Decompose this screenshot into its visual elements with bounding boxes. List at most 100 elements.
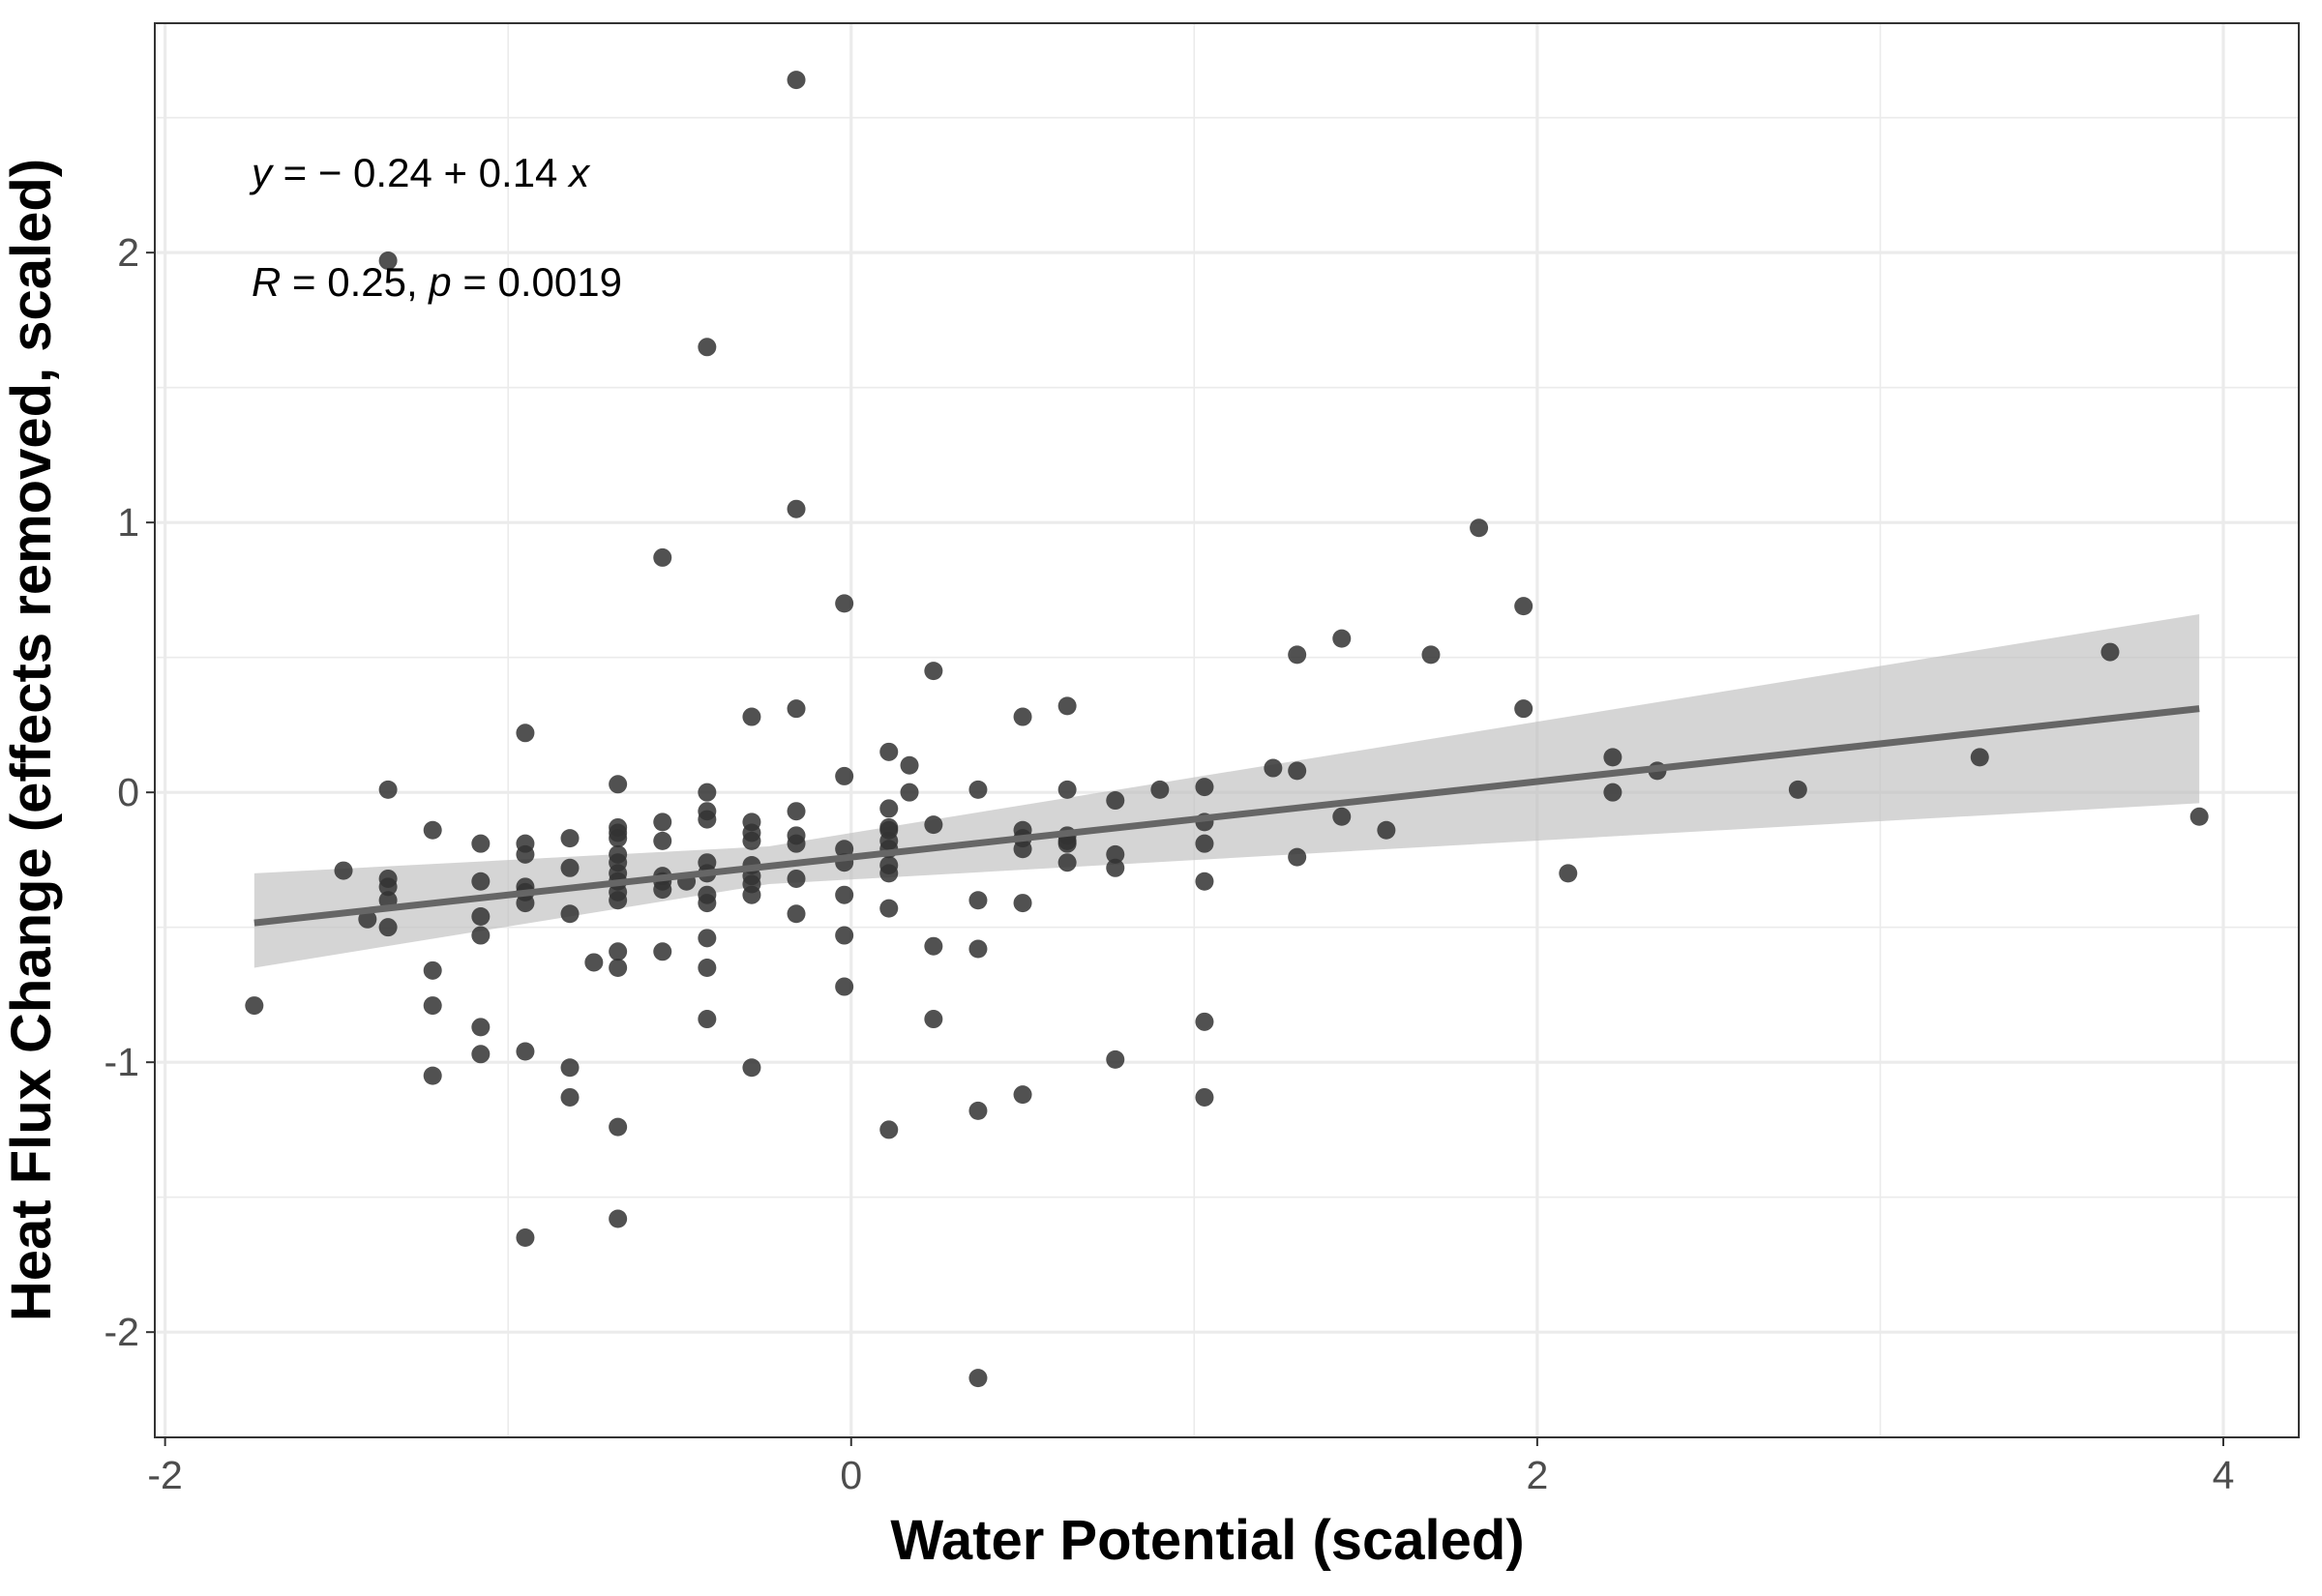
data-point (1514, 597, 1533, 616)
data-point (609, 1209, 628, 1228)
equation-body: = − 0.24 + 0.14 (272, 150, 569, 195)
data-point (835, 977, 854, 996)
data-point (471, 1045, 491, 1064)
data-point (1377, 820, 1396, 840)
data-point (698, 959, 717, 978)
stats-p-symbol: p (427, 259, 451, 305)
data-point (787, 699, 806, 719)
data-point (968, 780, 988, 799)
data-point (609, 1117, 628, 1137)
data-point (1106, 1049, 1125, 1069)
data-point (1970, 748, 1989, 767)
data-point (787, 802, 806, 821)
stats-p-value: = 0.0019 (452, 259, 622, 305)
data-point (609, 891, 628, 910)
data-point (560, 1058, 580, 1078)
data-point (2189, 807, 2209, 826)
data-point (1603, 748, 1622, 767)
data-point (835, 766, 854, 785)
data-point (742, 1058, 761, 1078)
data-point (1288, 761, 1307, 781)
regression-line (253, 705, 2200, 927)
data-point (835, 840, 854, 859)
stats-r-symbol: R (252, 259, 281, 305)
data-point (900, 755, 919, 775)
data-point (653, 813, 672, 832)
data-point (1057, 780, 1077, 799)
y-tick-label: -1 (104, 1040, 139, 1084)
data-point (471, 872, 491, 891)
data-point (698, 338, 717, 357)
x-tick-label: 0 (840, 1453, 862, 1497)
data-point (787, 499, 806, 518)
data-point (698, 929, 717, 948)
data-point (423, 820, 442, 840)
data-point (742, 831, 761, 850)
data-point (560, 858, 580, 877)
axis-ticks (146, 251, 2224, 1446)
data-point (653, 831, 672, 850)
data-point (1195, 778, 1214, 797)
data-point (358, 909, 377, 929)
equation-x: x (567, 150, 591, 195)
data-point (516, 1228, 535, 1248)
y-tick-label: 0 (117, 770, 139, 814)
data-point (653, 942, 672, 961)
data-point (1106, 844, 1125, 864)
data-point (787, 71, 806, 90)
data-point (516, 894, 535, 913)
data-point (2100, 642, 2120, 662)
data-point (1421, 645, 1441, 665)
tick-labels: -2 0 2 4 -2 -1 0 1 2 (104, 230, 2235, 1497)
data-point (742, 707, 761, 726)
data-point (900, 783, 919, 802)
data-point (334, 861, 353, 880)
data-point (835, 926, 854, 945)
data-point (378, 251, 398, 271)
data-point (1150, 780, 1170, 799)
data-point (1013, 840, 1032, 859)
data-point (516, 1042, 535, 1061)
data-point (516, 844, 535, 864)
data-point (653, 547, 672, 567)
data-point (471, 1018, 491, 1037)
data-point (787, 834, 806, 853)
x-tick-label: 4 (2213, 1453, 2235, 1497)
data-point (1288, 847, 1307, 867)
data-point (1332, 629, 1352, 648)
data-point (879, 899, 899, 918)
data-point (1332, 807, 1352, 826)
data-point (698, 894, 717, 913)
data-point (471, 907, 491, 927)
data-point (1288, 645, 1307, 665)
data-point (378, 918, 398, 937)
data-point (1195, 834, 1214, 853)
data-point (609, 829, 628, 848)
panel-border (154, 22, 2300, 1438)
data-point (609, 775, 628, 794)
data-point (1057, 853, 1077, 872)
data-point (835, 885, 854, 904)
data-point (835, 594, 854, 613)
data-point (471, 834, 491, 853)
data-point (787, 869, 806, 888)
x-axis-title: Water Potential (scaled) (890, 1509, 1524, 1572)
data-point (924, 936, 943, 956)
data-point (584, 953, 604, 972)
data-point (698, 810, 717, 829)
data-point (609, 959, 628, 978)
data-point (1013, 1085, 1032, 1105)
data-point (879, 742, 899, 761)
data-point (423, 996, 442, 1016)
data-point (378, 780, 398, 799)
data-point (1106, 791, 1125, 811)
data-point (968, 1101, 988, 1120)
data-point (1057, 696, 1077, 716)
data-point (742, 885, 761, 904)
data-point (968, 939, 988, 959)
data-point (924, 815, 943, 835)
data-point (1013, 707, 1032, 726)
data-point (560, 1087, 580, 1107)
confidence-band (253, 614, 2200, 968)
data-point (1106, 858, 1125, 877)
